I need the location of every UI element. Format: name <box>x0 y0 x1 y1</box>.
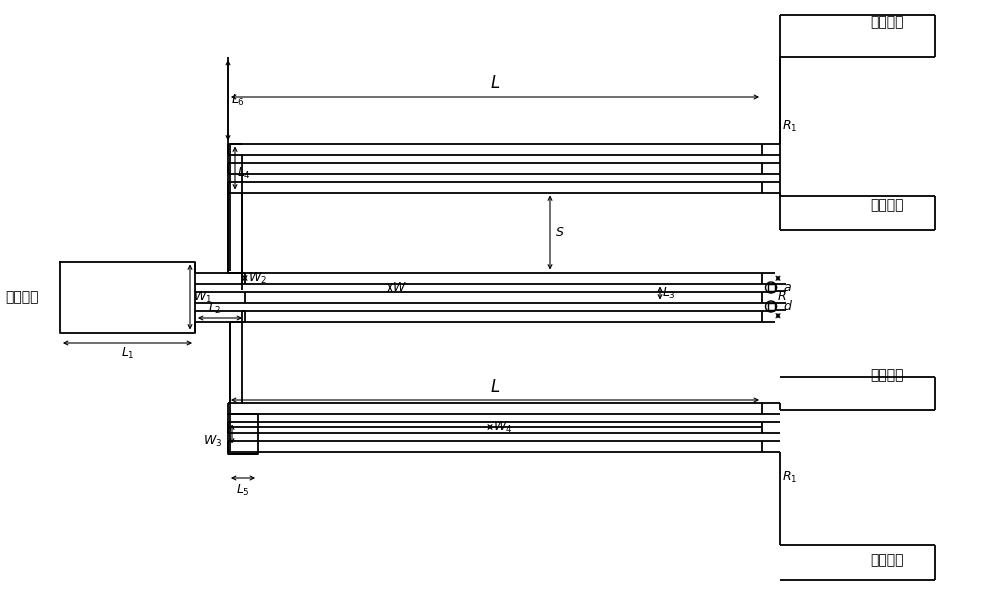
Text: 输出馈线: 输出馈线 <box>870 15 903 29</box>
Text: 输出馈线: 输出馈线 <box>870 368 903 382</box>
Text: $a$: $a$ <box>783 281 792 294</box>
Text: 输出馈线: 输出馈线 <box>870 198 903 212</box>
Text: 输入馈线: 输入馈线 <box>5 290 39 304</box>
Text: $W_2$: $W_2$ <box>248 270 267 285</box>
Text: $S$: $S$ <box>555 226 564 239</box>
Text: $L_1$: $L_1$ <box>121 346 135 361</box>
Text: 输出馈线: 输出馈线 <box>870 553 903 567</box>
Text: $W$: $W$ <box>392 281 407 294</box>
Text: $L$: $L$ <box>490 380 500 396</box>
Text: $L_2$: $L_2$ <box>208 300 221 316</box>
Text: $d$: $d$ <box>783 300 793 313</box>
Text: $L_6$: $L_6$ <box>231 93 245 108</box>
Text: $L$: $L$ <box>490 75 500 93</box>
Text: $L_3$: $L_3$ <box>662 285 676 300</box>
Text: $W_3$: $W_3$ <box>202 434 222 449</box>
Text: $L_4$: $L_4$ <box>237 165 251 180</box>
Text: $W_4$: $W_4$ <box>493 420 512 435</box>
Text: $R_1$: $R_1$ <box>782 470 798 485</box>
Text: $R$: $R$ <box>777 291 787 303</box>
Text: $L_5$: $L_5$ <box>236 482 250 497</box>
Text: $R_1$: $R_1$ <box>782 119 798 134</box>
Text: $W_1$: $W_1$ <box>193 290 212 304</box>
